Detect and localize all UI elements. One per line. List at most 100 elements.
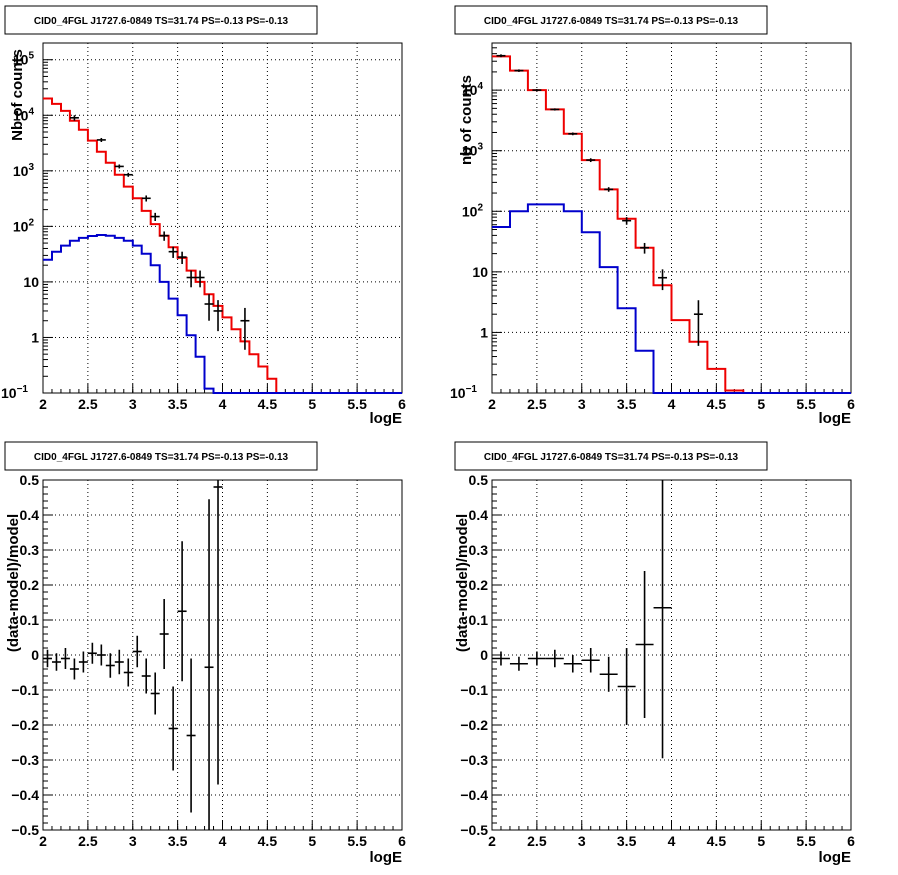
data-point [123,658,133,687]
y-tick-label: 0.5 [469,472,489,488]
y-tick-label: 105 [13,51,35,68]
chart-title: CID0_4FGL J1727.6-0849 TS=31.74 PS=-0.13… [484,452,739,463]
x-tick-label: 4 [219,396,227,412]
chart-title: CID0_4FGL J1727.6-0849 TS=31.74 PS=-0.13… [34,452,289,463]
x-tick-label: 4.5 [258,833,278,849]
x-tick-label: 4.5 [258,396,278,412]
panel-bottom-left: CID0_4FGL J1727.6-0849 TS=31.74 PS=-0.13… [4,441,406,866]
x-tick-label: 2.5 [527,396,547,412]
data-point [653,480,672,759]
data-point [532,89,542,92]
x-tick-label: 3.5 [617,833,637,849]
data-point [114,164,124,169]
data-point [204,294,214,321]
y-tick-label: −0.3 [11,752,39,768]
y-tick-label: 0.2 [20,577,40,593]
x-tick-label: 6 [847,833,855,849]
y-tick-label: 10−1 [1,384,28,401]
data-point [568,132,578,136]
data-point [96,137,106,143]
x-tick-label: 2.5 [78,396,98,412]
x-tick-label: 3 [578,833,586,849]
data-point [177,541,187,682]
plot-area: 2 2.5 3 3.5 4 4.5 5 5.5 6 10−1 1 10 102 103 104 [450,42,855,412]
y-tick-label: 102 [462,202,484,219]
y-tick-label: 0.1 [20,612,40,628]
x-tick-label: 5 [757,396,765,412]
y-tick-label: −0.4 [11,787,39,803]
y-tick-label: 1 [31,329,39,345]
x-axis-title: logE [370,849,403,866]
x-tick-label: 3.5 [617,396,637,412]
y-tick-label: 0.4 [20,507,40,523]
data-point [635,571,654,718]
y-tick-label: −0.2 [11,717,39,733]
data-point [213,480,223,785]
x-tick-label: 2 [488,833,496,849]
data-point [141,658,151,694]
x-tick-label: 5.5 [796,396,816,412]
data-point [545,649,564,668]
component-histogram-line [492,203,851,394]
data-point [640,242,650,254]
y-tick-label: 0.3 [469,542,489,558]
y-tick-label: 1 [480,324,488,340]
data-point [527,651,546,666]
data-point [693,300,703,346]
y-tick-label: −0.5 [460,822,488,838]
data-point [78,651,88,673]
x-tick-label: 5 [308,396,316,412]
data-point [658,269,668,291]
x-tick-label: 6 [398,396,406,412]
data-point [563,655,582,673]
y-tick-label: 10 [23,274,39,290]
y-tick-label: −0.5 [11,822,39,838]
x-tick-label: 4.5 [707,833,727,849]
y-tick-label: 10 [472,264,488,280]
data-point [586,158,596,163]
x-axis-title: logE [370,410,403,427]
y-tick-label: 0.3 [20,542,40,558]
x-tick-label: 3 [578,396,586,412]
data-point [159,231,169,241]
data-point [60,648,70,669]
x-tick-label: 6 [398,833,406,849]
data-point [168,246,178,258]
y-axis-title: (data-model)/model [454,514,471,652]
plot-frame [491,479,852,831]
plot-frame [491,42,852,394]
x-tick-label: 4 [219,833,227,849]
y-tick-label: −0.1 [11,682,39,698]
data-point [132,635,142,668]
title-box [4,5,318,35]
data-point [604,187,614,192]
data-point [617,648,636,725]
x-tick-label: 4 [668,396,676,412]
data-point [492,651,510,666]
x-tick-label: 5.5 [347,396,367,412]
data-point [622,217,632,225]
y-tick-label: 104 [462,81,484,98]
data-point [87,642,97,664]
data-point [509,656,528,671]
data-point [69,658,79,680]
y-axis-title: (data-model)/model [5,514,22,652]
title-box [454,441,768,471]
plot-area: 2 2.5 3 3.5 4 4.5 5 5.5 6 −0.5 −0.4 −0.3 −0.2 −0.1 0 0.… [11,472,406,849]
data-point [496,54,506,58]
y-tick-label: 0.1 [469,612,489,628]
title-box [454,5,768,35]
y-tick-label: 103 [462,142,484,159]
x-tick-label: 4 [668,833,676,849]
data-point [186,658,196,813]
y-tick-label: 104 [13,106,35,123]
data-point [105,653,115,678]
data-point [213,300,223,332]
panel-top-left: CID0_4FGL J1727.6-0849 TS=31.74 PS=-0.13… [1,5,406,427]
x-tick-label: 3.5 [168,833,188,849]
y-axis-title: Nb of counts [9,49,26,141]
component-histogram-line [43,234,402,394]
x-tick-label: 5.5 [796,833,816,849]
data-point [43,649,52,668]
